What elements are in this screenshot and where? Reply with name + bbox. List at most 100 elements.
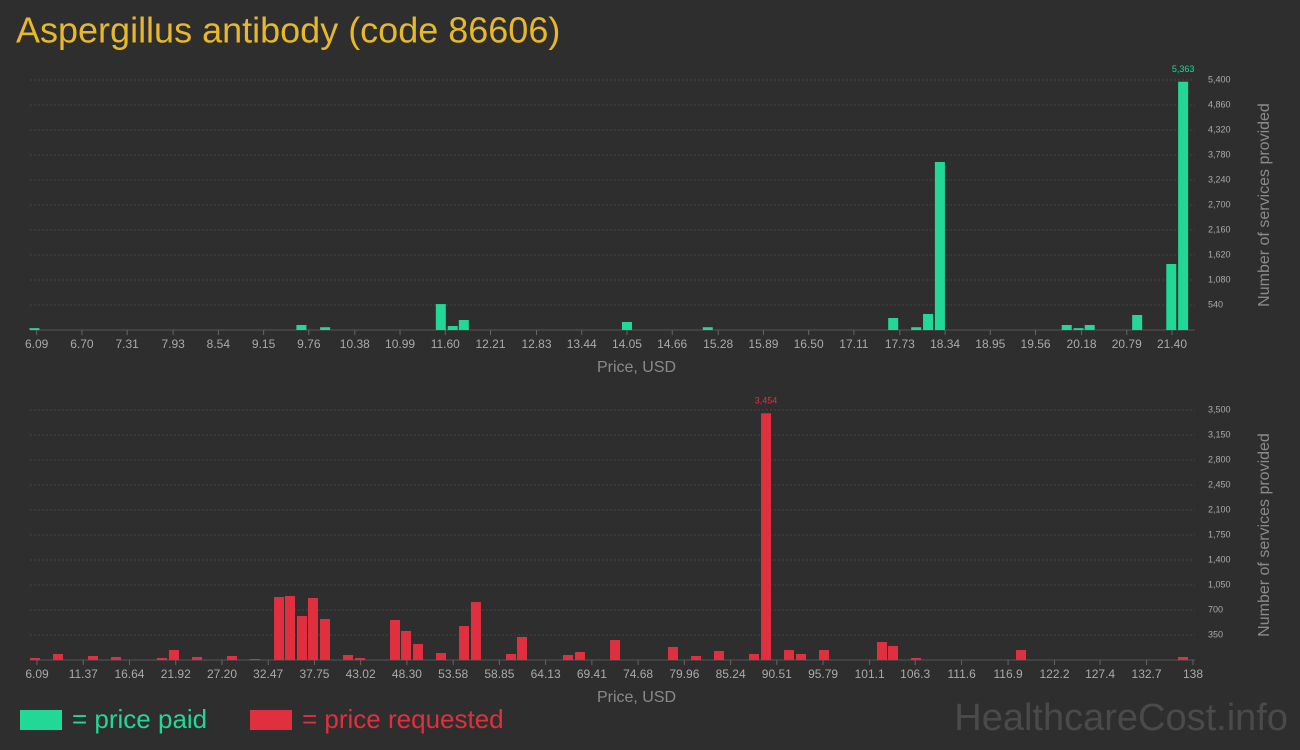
x-tick-label: 90.51 <box>762 667 792 681</box>
x-tick-label: 85.24 <box>716 667 746 681</box>
bar <box>1061 325 1072 330</box>
x-tick-label: 14.05 <box>612 337 642 351</box>
x-tick-label: 74.68 <box>623 667 653 681</box>
x-tick-label: 19.56 <box>1021 337 1051 351</box>
bar <box>667 647 678 660</box>
x-tick-label: 12.21 <box>475 337 505 351</box>
x-tick-label: 106.3 <box>900 667 930 681</box>
x-tick-label: 69.41 <box>577 667 607 681</box>
bar <box>447 326 458 330</box>
y-tick-label: 3,500 <box>1208 404 1231 414</box>
y-tick-label: 2,800 <box>1208 454 1231 464</box>
legend-label: = price paid <box>72 704 207 734</box>
bar <box>320 327 331 330</box>
x-tick-label: 21.92 <box>161 667 191 681</box>
x-tick-label: 9.76 <box>297 337 321 351</box>
y-tick-label: 2,700 <box>1208 199 1231 209</box>
bar <box>876 642 887 660</box>
bar <box>307 598 318 660</box>
x-tick-label: 8.54 <box>207 337 231 351</box>
bar <box>888 646 899 660</box>
bar <box>783 650 794 660</box>
x-tick-label: 53.58 <box>438 667 468 681</box>
bar <box>459 626 470 660</box>
y-tick-label: 4,320 <box>1208 124 1231 134</box>
y-tick-label: 1,620 <box>1208 249 1231 259</box>
x-tick-label: 43.02 <box>346 667 376 681</box>
y-tick-label: 700 <box>1208 604 1223 614</box>
bar <box>702 327 713 330</box>
bar <box>1177 657 1188 660</box>
bar <box>285 596 296 660</box>
y-tick-label: 3,780 <box>1208 149 1231 159</box>
x-tick-label: 10.38 <box>340 337 370 351</box>
bar <box>1178 81 1189 331</box>
x-tick-label: 13.44 <box>567 337 597 351</box>
x-tick-label: 17.73 <box>885 337 915 351</box>
x-tick-label: 138 <box>1183 667 1203 681</box>
bar <box>250 659 261 660</box>
bar <box>110 657 121 660</box>
x-tick-label: 18.95 <box>975 337 1005 351</box>
y-tick-label: 350 <box>1208 629 1223 639</box>
y-tick-label: 2,160 <box>1208 224 1231 234</box>
bar <box>29 328 40 330</box>
x-tick-label: 32.47 <box>253 667 283 681</box>
x-tick-label: 11.60 <box>431 337 460 351</box>
page-title: Aspergillus antibody (code 86606) <box>16 10 560 51</box>
x-axis-title: Price, USD <box>597 689 676 706</box>
bar <box>911 327 922 330</box>
y-tick-label: 540 <box>1208 299 1223 309</box>
bar <box>319 619 330 660</box>
bar <box>516 637 527 660</box>
bar <box>749 654 760 660</box>
data-label: 3,454 <box>755 396 778 406</box>
bar <box>435 304 446 330</box>
bar <box>296 325 307 330</box>
x-tick-label: 64.13 <box>531 667 561 681</box>
bar <box>819 650 830 660</box>
bar <box>226 656 237 660</box>
y-tick-label: 3,150 <box>1208 429 1231 439</box>
legend-label: = price requested <box>302 704 504 734</box>
bar <box>574 652 585 660</box>
y-tick-label: 2,100 <box>1208 504 1231 514</box>
x-tick-label: 17.11 <box>839 337 868 351</box>
x-tick-label: 15.28 <box>703 337 733 351</box>
bar <box>713 651 724 660</box>
bar <box>934 161 945 330</box>
legend-swatch <box>250 710 292 730</box>
y-tick-label: 1,050 <box>1208 579 1231 589</box>
bar <box>910 658 921 660</box>
bar <box>389 620 400 660</box>
x-tick-label: 37.75 <box>299 667 329 681</box>
bar <box>621 321 632 330</box>
x-tick-label: 21.40 <box>1157 337 1187 351</box>
y-tick-label: 1,080 <box>1208 274 1231 284</box>
y-tick-label: 1,750 <box>1208 529 1231 539</box>
bar <box>192 657 203 660</box>
x-axis-title: Price, USD <box>597 359 676 376</box>
x-tick-label: 111.6 <box>948 667 977 681</box>
bar <box>562 655 573 660</box>
x-tick-label: 79.96 <box>669 667 699 681</box>
x-tick-label: 9.15 <box>252 337 276 351</box>
x-tick-label: 6.09 <box>25 337 49 351</box>
x-tick-label: 18.34 <box>930 337 960 351</box>
x-tick-label: 7.31 <box>115 337 139 351</box>
x-tick-label: 6.09 <box>25 667 49 681</box>
x-tick-label: 14.66 <box>657 337 687 351</box>
bar <box>436 653 447 660</box>
bar <box>1016 650 1027 660</box>
x-tick-label: 7.93 <box>161 337 185 351</box>
legend-swatch <box>20 710 62 730</box>
x-tick-label: 16.64 <box>114 667 144 681</box>
x-tick-label: 101.1 <box>855 667 885 681</box>
bar <box>1073 328 1084 330</box>
y-tick-label: 4,860 <box>1208 99 1231 109</box>
x-tick-label: 27.20 <box>207 667 237 681</box>
x-tick-label: 6.70 <box>70 337 94 351</box>
x-tick-label: 20.79 <box>1112 337 1142 351</box>
bar <box>761 413 772 660</box>
